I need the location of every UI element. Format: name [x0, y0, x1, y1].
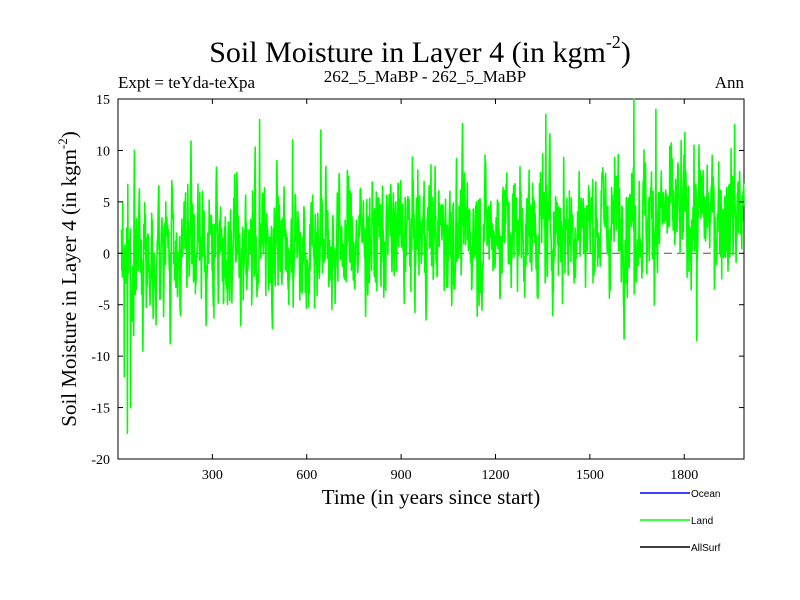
y-tick-label: -15 [91, 402, 110, 417]
legend-allsurf-label: AllSurf [691, 543, 721, 554]
x-axis-label: Time (in years since start) [322, 485, 541, 509]
chart-title: Soil Moisture in Layer 4 (in kgm-2) [209, 32, 631, 69]
y-axis-label: Soil Moisture in Layer 4 (in kgm-2) [55, 131, 81, 426]
legend: Ocean Land AllSurf [640, 489, 721, 554]
y-tick-label: -20 [91, 453, 110, 468]
season-label: Ann [715, 73, 745, 92]
x-tick-label: 900 [391, 468, 412, 483]
y-tick-label: 10 [96, 144, 110, 159]
experiment-label: Expt = teYda-teXpa [118, 73, 255, 92]
x-axis-ticks: 300 600 900 1200 1500 1800 [202, 99, 698, 483]
y-tick-label: -5 [98, 299, 110, 314]
period-label: 262_5_MaBP - 262_5_MaBP [324, 67, 526, 86]
legend-land-label: Land [691, 516, 713, 527]
series-line-land [120, 98, 745, 435]
series-group [120, 98, 745, 435]
x-tick-label: 1200 [481, 468, 509, 483]
legend-ocean-label: Ocean [691, 489, 720, 500]
y-tick-label: 5 [103, 196, 110, 211]
y-tick-label: 15 [96, 93, 110, 108]
y-tick-label: -10 [91, 350, 110, 365]
x-tick-label: 1800 [670, 468, 698, 483]
y-tick-label: 0 [103, 247, 110, 262]
x-tick-label: 600 [296, 468, 317, 483]
x-tick-label: 300 [202, 468, 223, 483]
x-tick-label: 1500 [576, 468, 604, 483]
y-axis-ticks: -20 -15 -10 -5 0 5 10 15 [91, 93, 744, 468]
plot-frame [117, 98, 745, 460]
